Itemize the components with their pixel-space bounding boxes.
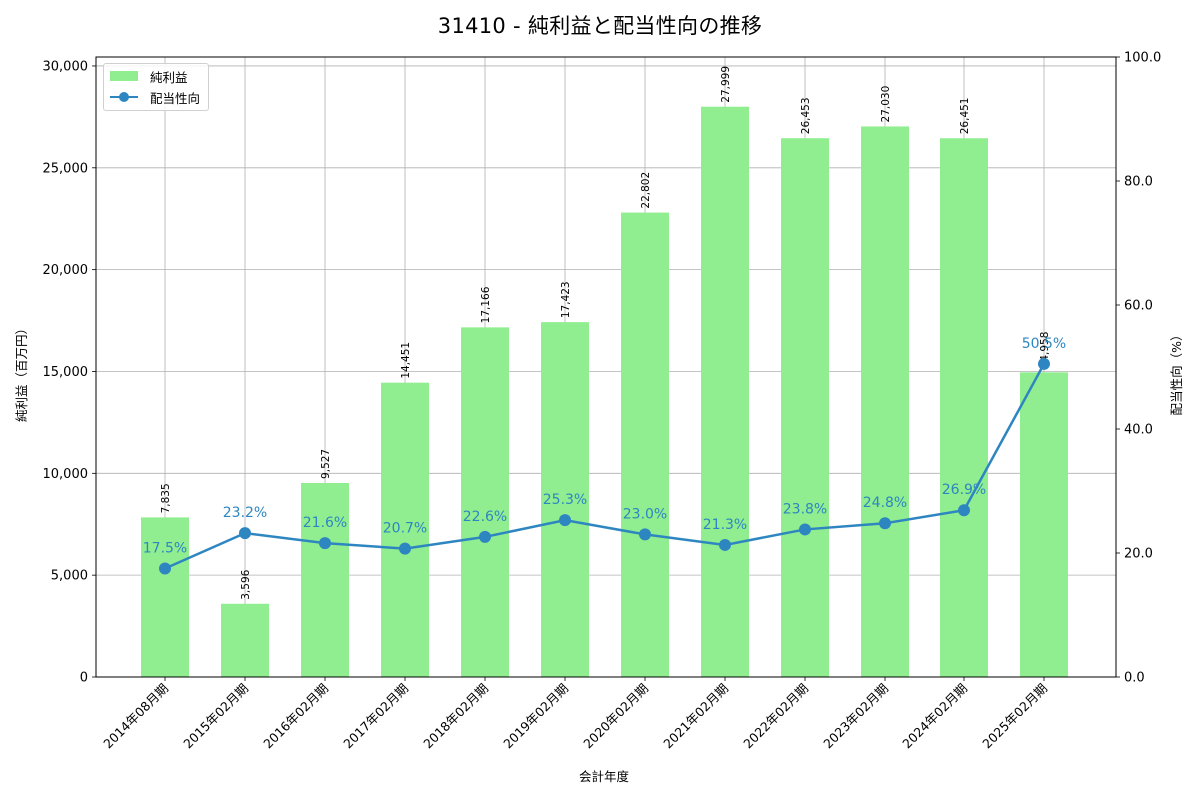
y-tick-label: 10,000	[43, 467, 89, 482]
bar-series-net-income	[141, 106, 1068, 678]
y-axis-label: 純利益（百万円）	[14, 322, 29, 422]
y2-tick-label: 60.0	[1124, 299, 1153, 314]
x-tick-label: 2017年02月期	[340, 681, 411, 752]
bar-value-label: 27,999	[720, 66, 732, 103]
legend-item-net-income: 純利益	[110, 67, 188, 85]
bar-value-label: 27,030	[880, 86, 892, 123]
line-series-payout-ratio	[159, 357, 1050, 575]
legend: 純利益 配当性向	[103, 63, 209, 111]
bar	[541, 322, 589, 677]
line-marker	[399, 542, 411, 555]
line-marker	[479, 530, 491, 543]
x-tick-label: 2022年02月期	[740, 681, 811, 752]
legend-bar-swatch-icon	[110, 71, 138, 81]
y2-tick-label: 20.0	[1124, 547, 1153, 562]
line-value-label: 17.5%	[143, 541, 187, 557]
bar	[701, 106, 749, 677]
bar	[141, 517, 189, 677]
line-marker	[319, 537, 331, 550]
payout-ratio-line	[164, 363, 1046, 570]
x-tick-label: 2025年02月期	[979, 681, 1050, 752]
plot-frame	[95, 56, 1117, 678]
bar	[861, 126, 909, 678]
line-value-label: 25.3%	[543, 492, 587, 508]
line-value-label: 26.9%	[942, 482, 986, 498]
line-value-label: 23.8%	[783, 501, 827, 517]
axes: 0 5,000 10,000 15,000 20,000 25,000 30,000 2014…	[43, 51, 1162, 752]
bar	[221, 603, 269, 677]
x-tick-label: 2015年02月期	[180, 681, 251, 752]
line-value-label: 23.2%	[223, 505, 267, 521]
line-marker	[239, 527, 251, 540]
y-tick-label: 0	[80, 671, 88, 686]
line-value-label: 20.7%	[383, 521, 427, 537]
x-tick-label: 2023年02月期	[820, 681, 891, 752]
x-tick-label: 2020年02月期	[580, 681, 651, 752]
bar	[781, 138, 829, 677]
y-tick-label: 30,000	[43, 59, 89, 74]
y-tick-label: 5,000	[51, 569, 88, 584]
chart-title: 31410 - 純利益と配当性向の推移	[437, 14, 763, 38]
bar-value-label: 26,453	[800, 97, 812, 134]
x-tick-label: 2024年02月期	[899, 681, 970, 752]
x-tick-label: 2019年02月期	[500, 681, 571, 752]
legend-label: 配当性向	[150, 90, 201, 106]
bar	[1020, 372, 1068, 677]
line-marker	[159, 562, 171, 575]
bar-value-label: 17,423	[560, 281, 572, 318]
legend-line-marker-icon	[110, 92, 138, 102]
bar	[301, 482, 349, 677]
bar-value-labels: 7,835 3,596 9,527 14,451 17,166 17,423 22,802 2…	[160, 66, 1051, 600]
y2-tick-label: 80.0	[1124, 175, 1153, 190]
bar	[381, 382, 429, 677]
y2-tick-label: 100.0	[1124, 51, 1161, 66]
bar-value-label: 17,166	[480, 286, 492, 323]
bar-value-label: 22,802	[640, 172, 652, 209]
x-tick-label: 2014年08月期	[100, 681, 171, 752]
bar-value-label: 26,451	[959, 97, 971, 134]
x-tick-label: 2018年02月期	[420, 681, 491, 752]
line-value-label: 23.0%	[623, 506, 667, 522]
bar	[621, 212, 669, 677]
y-tick-label: 20,000	[43, 263, 89, 278]
x-axis-label: 会計年度	[579, 769, 630, 784]
bar-value-label: 3,596	[240, 569, 252, 599]
x-tick-label: 2016年02月期	[260, 681, 331, 752]
line-marker	[639, 528, 651, 541]
y-tick-label: 15,000	[43, 365, 89, 380]
y2-axis-label: 配当性向（%）	[1169, 329, 1184, 416]
y-tick-label: 25,000	[43, 161, 89, 176]
line-value-label: 50.5%	[1022, 336, 1066, 352]
bar	[461, 327, 509, 677]
bar	[940, 138, 988, 678]
line-marker	[958, 504, 970, 517]
line-marker	[719, 538, 731, 551]
line-value-label: 21.3%	[703, 517, 747, 533]
line-value-label: 24.8%	[863, 495, 907, 511]
line-marker	[1038, 357, 1050, 370]
legend-item-payout-ratio: 配当性向	[110, 88, 200, 106]
line-value-label: 21.6%	[303, 515, 347, 531]
line-marker	[559, 514, 571, 527]
bar-value-label: 7,835	[160, 483, 172, 513]
legend-label: 純利益	[150, 69, 188, 85]
line-marker	[799, 523, 811, 536]
y2-tick-label: 0.0	[1124, 671, 1145, 686]
x-tick-label: 2021年02月期	[660, 681, 731, 752]
line-marker	[879, 517, 891, 530]
y2-tick-label: 40.0	[1124, 423, 1153, 438]
bar-value-label: 9,527	[320, 449, 332, 479]
line-value-label: 22.6%	[463, 509, 507, 525]
line-value-labels: 17.5% 23.2% 21.6% 20.7% 22.6% 25.3% 23.0% 21.3%…	[143, 336, 1066, 557]
bar-value-label: 14,451	[400, 342, 412, 379]
